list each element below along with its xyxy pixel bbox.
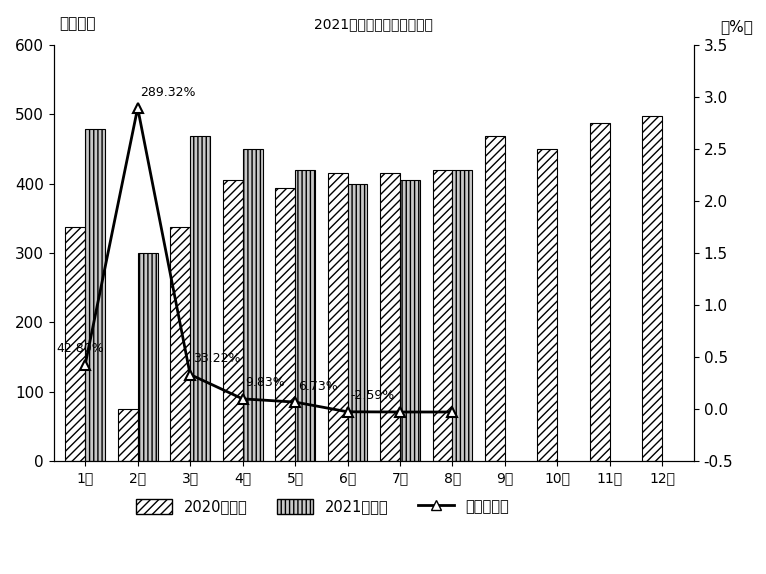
Bar [643, 116, 663, 461]
Bar [243, 149, 263, 461]
Bar [590, 123, 610, 461]
Text: 6.73%: 6.73% [298, 380, 338, 393]
Text: （万台）: （万台） [59, 16, 96, 31]
Bar [190, 137, 210, 461]
Text: （%）: （%） [720, 20, 753, 34]
同比增长率 [185, 371, 195, 378]
Bar [118, 409, 138, 461]
Bar [65, 227, 85, 461]
Text: 33.22%: 33.22% [193, 352, 241, 365]
Text: 42.80%: 42.80% [57, 342, 104, 355]
Text: -2.59%: -2.59% [350, 389, 394, 402]
Bar [538, 149, 558, 461]
Bar [295, 170, 315, 461]
Text: 289.32%: 289.32% [140, 86, 196, 99]
Bar [348, 184, 368, 461]
Bar [400, 180, 420, 461]
同比增长率 [343, 408, 352, 415]
Text: 9.83%: 9.83% [245, 377, 285, 390]
Bar [453, 170, 473, 461]
同比增长率 [448, 409, 457, 416]
同比增长率 [238, 395, 247, 402]
Bar [170, 227, 190, 461]
Bar [433, 170, 453, 461]
同比增长率 [395, 409, 404, 416]
Bar [275, 188, 295, 461]
Bar [138, 253, 158, 461]
Bar [380, 173, 400, 461]
Bar [223, 180, 243, 461]
同比增长率 [80, 361, 90, 368]
同比增长率 [290, 398, 300, 405]
Legend: 2020年销量, 2021年销量, 同比增长率: 2020年销量, 2021年销量, 同比增长率 [129, 494, 516, 521]
Bar [328, 173, 348, 461]
Bar [85, 129, 105, 461]
同比增长率 [133, 104, 142, 111]
Line: 同比增长率: 同比增长率 [80, 103, 457, 417]
Bar [485, 137, 505, 461]
Title: 2021年全国内燃机销量走势: 2021年全国内燃机销量走势 [314, 17, 434, 31]
